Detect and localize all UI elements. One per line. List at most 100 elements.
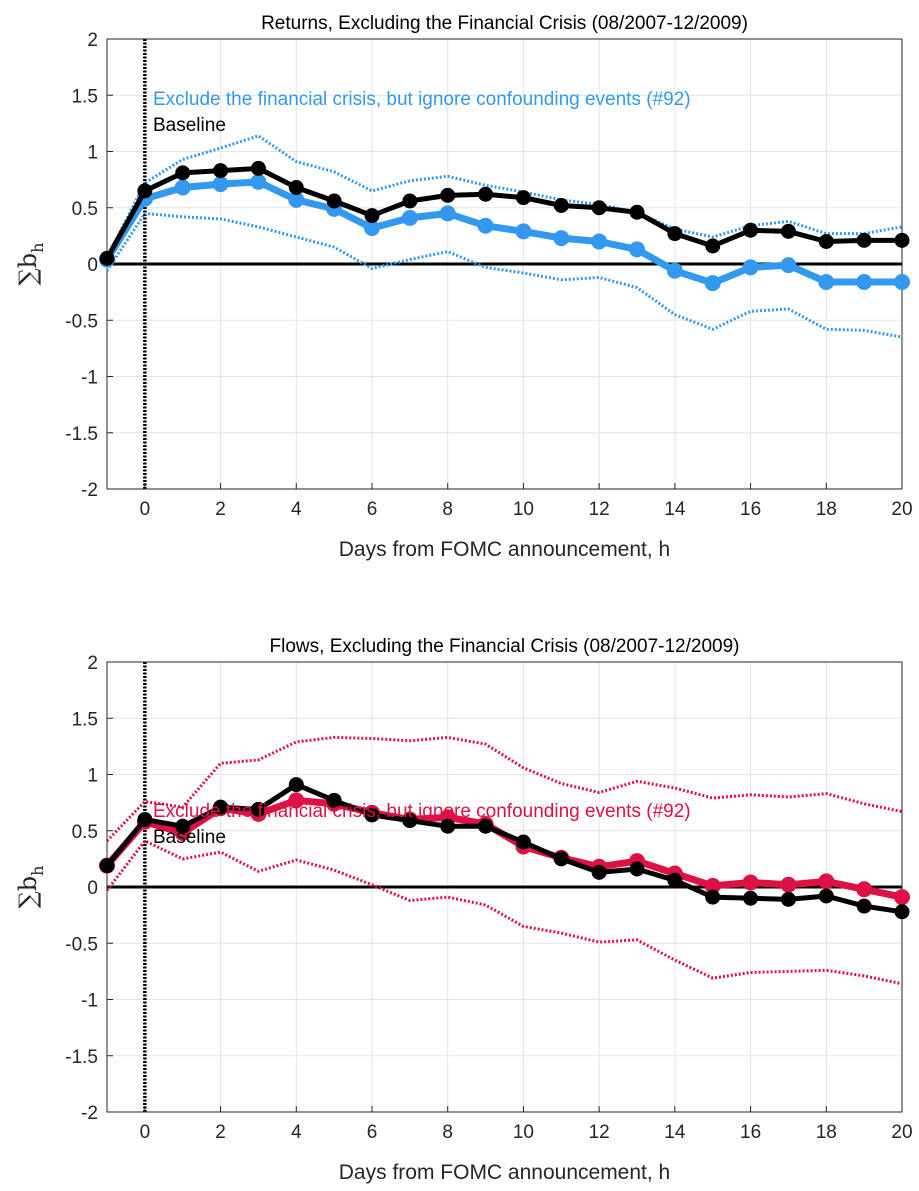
flows-x-tick-label: 8 xyxy=(442,1122,453,1143)
returns-alt-series-point xyxy=(515,223,532,240)
flows-legend-entry-alt: Exclude the financial crisis, but ignore… xyxy=(153,801,691,822)
returns-alt-series-point xyxy=(780,257,797,274)
flows-baseline-series-point xyxy=(553,851,569,867)
flows-y-tick-label: 0.5 xyxy=(72,822,98,843)
returns-baseline-series-point xyxy=(402,193,418,209)
flows-baseline-series-point xyxy=(326,792,342,808)
flows-y-axis-label-group: ∑bh xyxy=(14,866,47,909)
returns-alt-series-point xyxy=(553,230,570,247)
flows-baseline-series-point xyxy=(591,864,607,880)
returns-baseline-series-line xyxy=(104,165,902,260)
flows-x-tick-label: 12 xyxy=(589,1122,610,1143)
returns-baseline-series-point xyxy=(629,204,645,220)
flows-x-tick-label: 10 xyxy=(513,1122,534,1143)
flows-y-tick-label: -1.5 xyxy=(65,1047,98,1068)
returns-lower-band xyxy=(105,211,903,339)
flows-y-axis-label: ∑bh xyxy=(14,866,47,909)
returns-alt-series-point xyxy=(477,217,494,234)
returns-baseline-series-point xyxy=(137,183,153,199)
flows-baseline-series-point xyxy=(818,888,834,904)
returns-y-tick-label: -2 xyxy=(81,480,98,501)
flows-alt-series-point xyxy=(288,792,305,809)
returns-y-tick-label: 1.5 xyxy=(72,86,98,107)
returns-y-tick-label: 0.5 xyxy=(72,199,98,220)
flows-alt-series-point xyxy=(742,874,759,891)
returns-legend-entry-baseline: Baseline xyxy=(153,115,226,136)
flows-baseline-series-point xyxy=(478,818,494,834)
returns-alt-series-line xyxy=(104,178,902,287)
flows-y-axis-label-main: ∑b xyxy=(14,876,42,909)
returns-baseline-series-point xyxy=(99,250,115,266)
returns-y-tick-label: -1 xyxy=(81,368,98,389)
returns-alt-series-point xyxy=(629,241,645,258)
flows-baseline-series-point xyxy=(402,813,418,829)
flows-baseline-series-point xyxy=(856,898,872,914)
flows-x-tick-label: 2 xyxy=(215,1122,226,1143)
returns-alt-series-point xyxy=(212,176,229,193)
flows-x-tick-label: 20 xyxy=(891,1122,912,1143)
returns-baseline-series-point xyxy=(440,187,456,203)
returns-x-tick-label: 6 xyxy=(367,499,378,520)
returns-baseline-series-point xyxy=(553,198,569,213)
returns-y-tick-label: -1.5 xyxy=(65,424,98,445)
flows-baseline-series-point xyxy=(780,891,796,907)
returns-baseline-series-point xyxy=(705,238,721,254)
returns-baseline-series-point xyxy=(856,232,872,248)
returns-x-tick-label: 14 xyxy=(664,499,686,520)
flows-baseline-series-line xyxy=(105,782,903,915)
flows-chart-title: Flows, Excluding the Financial Crisis (0… xyxy=(270,636,740,657)
returns-y-axis-label-main: ∑b xyxy=(14,253,42,286)
flows-baseline-series-point xyxy=(213,799,229,815)
flows-baseline-series-point xyxy=(440,818,456,834)
returns-baseline-series-point xyxy=(780,223,796,239)
returns-alt-series-point xyxy=(818,274,835,290)
returns-legend-entry-alt: Exclude the financial crisis, but ignore… xyxy=(153,89,691,110)
returns-alt-series-point xyxy=(894,274,910,290)
returns-x-tick-label: 18 xyxy=(816,499,837,520)
returns-chart-title: Returns, Excluding the Financial Crisis … xyxy=(261,13,748,34)
flows-baseline-series-point xyxy=(288,777,304,793)
flows-baseline-series-point xyxy=(137,812,153,827)
flows-x-tick-label: 18 xyxy=(816,1122,837,1143)
flows-alt-series-point xyxy=(704,877,721,894)
returns-y-tick-label: -0.5 xyxy=(65,311,98,332)
returns-x-axis-label: Days from FOMC announcement, h xyxy=(339,538,670,561)
returns-baseline-series-point xyxy=(478,186,494,202)
flows-x-tick-label: 16 xyxy=(740,1122,761,1143)
flows-alt-series-point xyxy=(894,889,910,906)
flows-alt-series-point xyxy=(856,881,873,898)
returns-alt-series-point xyxy=(401,209,418,226)
returns-alt-series-point xyxy=(288,191,305,208)
returns-x-tick-label: 8 xyxy=(442,499,453,520)
flows-y-tick-label: -0.5 xyxy=(65,934,98,955)
flows-baseline-series-point xyxy=(894,904,910,920)
returns-y-axis-label-group: ∑bh xyxy=(14,243,47,286)
returns-alt-series-point xyxy=(591,233,608,250)
returns-x-tick-label: 12 xyxy=(589,499,610,520)
flows-baseline-series-point xyxy=(743,890,759,906)
flows-x-tick-label: 4 xyxy=(291,1122,302,1143)
returns-baseline-series-point xyxy=(818,234,834,249)
flows-y-tick-label: -2 xyxy=(81,1103,98,1124)
returns-alt-series-point xyxy=(250,173,267,190)
returns-alt-series-point xyxy=(439,205,456,222)
flows-y-tick-label: 2 xyxy=(87,653,98,674)
flows-chart: 0 2 4 6 8 10 12 14 16 18 20 -2 -1.5 -1 -0.5 0 0.5 1 1.5 2 Fl… xyxy=(14,636,913,1184)
flows-baseline-series-point xyxy=(99,858,115,874)
flows-baseline-series-point xyxy=(515,834,531,850)
flows-baseline-series-point xyxy=(250,801,266,817)
returns-alt-series-point xyxy=(742,259,759,276)
returns-baseline-series-point xyxy=(213,163,229,179)
flows-baseline-series-point xyxy=(667,872,683,888)
returns-y-axis-label-sub: h xyxy=(28,243,47,253)
flows-baseline-series-point xyxy=(705,889,721,905)
returns-x-tick-label: 16 xyxy=(740,499,761,520)
returns-baseline-series-point xyxy=(326,193,342,209)
returns-baseline-series-point xyxy=(667,226,683,242)
returns-baseline-series-point xyxy=(175,165,191,181)
returns-y-tick-label: 0 xyxy=(87,255,98,276)
returns-x-tick-label: 0 xyxy=(140,499,151,520)
flows-baseline-series-point xyxy=(364,807,380,823)
flows-baseline-series-point xyxy=(175,818,191,834)
